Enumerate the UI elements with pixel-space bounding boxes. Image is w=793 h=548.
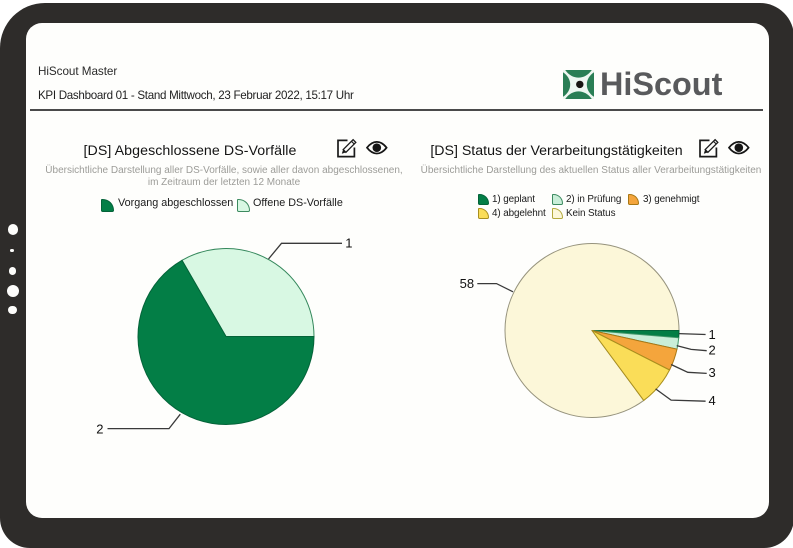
svg-text:1: 1	[345, 236, 352, 251]
svg-text:3: 3	[709, 365, 716, 380]
svg-text:1: 1	[709, 327, 716, 342]
svg-text:2: 2	[96, 422, 103, 437]
svg-text:4: 4	[709, 393, 716, 408]
svg-text:2: 2	[709, 342, 716, 357]
svg-text:58: 58	[460, 276, 474, 291]
